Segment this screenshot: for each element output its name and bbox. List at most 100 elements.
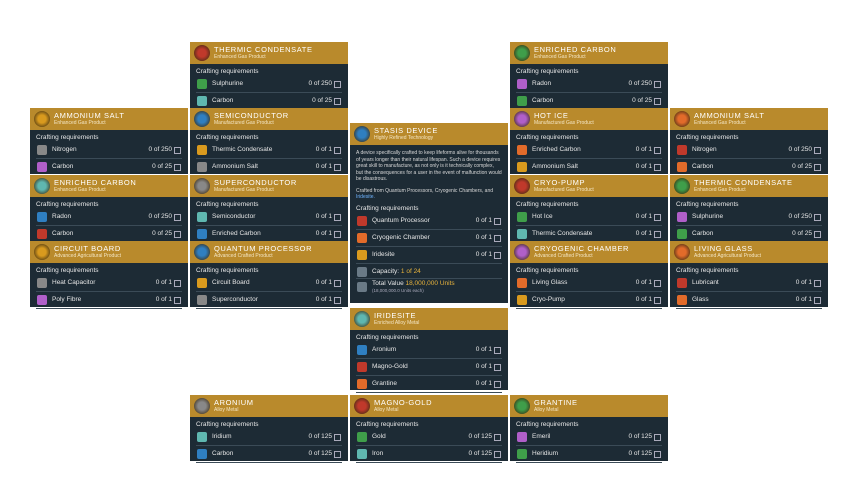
requirement-row: Nitrogen 0 of 250 [36,142,182,159]
value-row: Total Value 18,000,000 Units (18,000,000.… [356,279,502,295]
item-name: Carbon [212,450,234,457]
card-header: HOT ICE Manufactured Gas Product [510,108,668,130]
requirements-label: Crafting requirements [36,134,99,141]
requirement-row: Iridium 0 of 125 [196,429,342,446]
item-icon [517,449,527,459]
item-icon [357,379,367,389]
checkbox [654,434,661,441]
item-amount: 0 of 125 [628,450,653,457]
item-amount: 0 of 25 [632,97,652,104]
recipe-card: IRIDESITE Enriched Alloy Metal Crafting re… [350,308,508,393]
item-icon [677,295,687,305]
item-name: Enriched Carbon [212,230,261,237]
item-icon [197,212,207,222]
requirements-label: Crafting requirements [516,267,579,274]
requirement-row: Ammonium Salt 0 of 1 [516,159,662,176]
recipe-card: ENRICHED CARBON Enhanced Gas Product Craft… [30,175,188,243]
recipe-card: GRANTINE Alloy Metal Crafting requirements… [510,395,668,463]
item-amount: 0 of 250 [788,213,813,220]
checkbox [334,164,341,171]
card-subtitle: Enhanced Gas Product [214,54,266,60]
recipe-card: LIVING GLASS Advanced Agricultural Produc… [670,241,828,309]
card-header: ARONIUM Alloy Metal [190,395,348,417]
item-icon [357,266,367,277]
card-header: AMMONIUM SALT Enhanced Gas Product [670,108,828,130]
requirements-label: Crafting requirements [36,201,99,208]
recipe-card: SEMICONDUCTOR Manufactured Gas Product Cra… [190,108,348,176]
item-icon [197,432,207,442]
item-icon [514,45,530,61]
item-icon [34,178,50,194]
item-amount: 0 of 1 [475,233,492,241]
item-icon [354,398,370,414]
requirements-label: Crafting requirements [676,267,739,274]
item-icon [514,398,530,414]
item-icon [674,111,690,127]
requirement-row: Radon 0 of 250 [516,76,662,93]
item-icon [197,145,207,155]
item-amount: 0 of 25 [152,230,172,237]
requirement-row: Sulphurine 0 of 250 [676,209,822,226]
item-icon [34,244,50,260]
crafted-from: Crafted from Quantum Processors, Cryogen… [356,188,502,201]
item-amount: 0 of 1 [475,380,492,387]
item-name: Quantum Processor [372,216,430,224]
item-name: Grantine [372,380,397,387]
item-name: Superconductor [212,296,258,303]
item-name: Carbon [52,230,74,237]
item-name: Emeril [532,433,551,440]
item-amount: 0 of 250 [148,213,173,220]
requirement-row: Grantine 0 of 1 [356,376,502,393]
checkbox [334,297,341,304]
item-amount: 0 of 1 [475,216,492,224]
item-icon [37,145,47,155]
requirement-row: Quantum Processor 0 of 1 [356,213,502,230]
item-name: Ammonium Salt [212,163,258,170]
card-header: LIVING GLASS Advanced Agricultural Produc… [670,241,828,263]
requirement-row: Cryo-Pump 0 of 1 [516,292,662,309]
card-header: ENRICHED CARBON Enhanced Gas Product [510,42,668,64]
item-name: Circuit Board [212,279,250,286]
item-icon [197,449,207,459]
item-amount: 0 of 1 [315,296,332,303]
card-title: SUPERCONDUCTOR [214,178,297,187]
requirement-row: Nitrogen 0 of 250 [676,142,822,159]
item-icon [194,398,210,414]
item-amount: 0 of 1 [315,279,332,286]
card-title: THERMIC CONDENSATE [694,178,793,187]
item-name: Iridium [212,433,232,440]
item-icon [357,215,367,226]
requirement-row: Circuit Board 0 of 1 [196,275,342,292]
checkbox [814,231,821,238]
requirement-row: Superconductor 0 of 1 [196,292,342,309]
card-header: CIRCUIT BOARD Advanced Agricultural Produ… [30,241,188,263]
recipe-card: AMMONIUM SALT Enhanced Gas Product Craftin… [670,108,828,176]
card-subtitle: Manufactured Gas Product [214,187,274,193]
item-name: Poly Fibre [52,296,82,303]
requirement-row: Heridium 0 of 125 [516,446,662,463]
checkbox [174,231,181,238]
item-amount: 0 of 1 [315,163,332,170]
checkbox [494,347,501,354]
requirement-row: Iridesite 0 of 1 [356,247,502,264]
card-subtitle: Manufactured Gas Product [214,120,274,126]
item-icon [197,229,207,239]
card-subtitle: Manufactured Gas Product [534,120,594,126]
card-header: MAGNO-GOLD Alloy Metal [350,395,508,417]
item-icon [194,178,210,194]
requirement-row: Lubricant 0 of 1 [676,275,822,292]
requirement-row: Gold 0 of 125 [356,429,502,446]
checkbox [174,280,181,287]
card-subtitle: Enhanced Gas Product [54,120,106,126]
item-amount: 0 of 125 [628,433,653,440]
checkbox [654,147,661,154]
card-subtitle: Enhanced Gas Product [694,120,746,126]
item-amount: 0 of 125 [308,433,333,440]
requirements-label: Crafting requirements [516,201,579,208]
item-name: Hot Ice [532,213,553,220]
checkbox [174,297,181,304]
requirement-row: Poly Fibre 0 of 1 [36,292,182,309]
requirement-row: Thermic Condensate 0 of 1 [196,142,342,159]
item-icon [357,449,367,459]
card-header: STASIS DEVICE Highly Refined Technology [350,123,508,145]
